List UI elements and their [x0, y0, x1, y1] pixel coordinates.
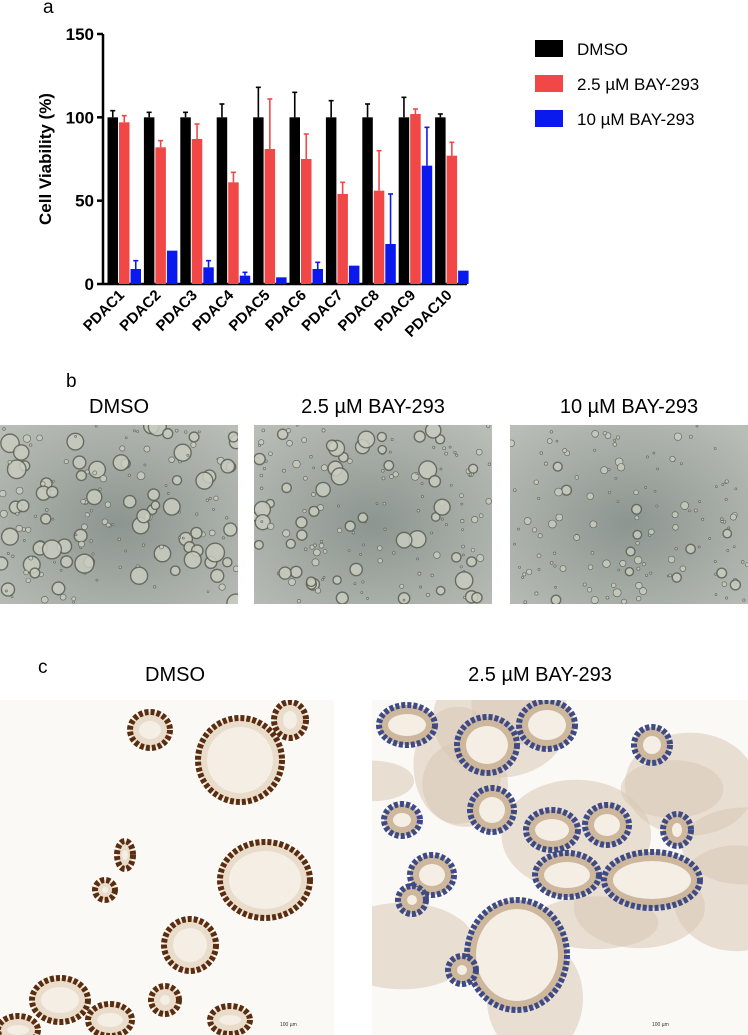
- legend-label-2: 10 µM BAY-293: [577, 110, 695, 129]
- bar-pdac10-0: [435, 117, 446, 284]
- bar-pdac9-1: [410, 114, 421, 284]
- ihc-image-dmso: [0, 700, 334, 1035]
- y-tick-label: 0: [85, 275, 94, 294]
- panel-label-a: a: [43, 0, 54, 18]
- bar-pdac4-1: [228, 182, 239, 284]
- panel-b-title-10: 10 µM BAY-293: [559, 396, 699, 418]
- bar-pdac3-0: [180, 117, 191, 284]
- bar-pdac8-0: [362, 117, 373, 284]
- legend-label-0: DMSO: [577, 40, 628, 59]
- bar-pdac10-2: [458, 270, 469, 284]
- panel-b-title-dmso: DMSO: [89, 396, 149, 418]
- bar-pdac3-1: [191, 139, 203, 284]
- panel-c-title-dmso: DMSO: [145, 664, 205, 686]
- panel-label-b: b: [66, 371, 77, 392]
- legend-swatch-0: [535, 40, 563, 57]
- bar-pdac7-2: [348, 265, 360, 284]
- bar-pdac9-0: [398, 117, 410, 284]
- bar-pdac6-2: [312, 269, 323, 284]
- bar-pdac1-1: [119, 122, 130, 284]
- bar-pdac1-2: [130, 269, 141, 284]
- bar-pdac8-2: [385, 244, 396, 284]
- panel-c-title-2p5: 2.5 µM BAY-293: [468, 664, 612, 686]
- brightfield-image-10: [510, 425, 748, 604]
- bar-pdac4-2: [239, 275, 251, 284]
- y-tick-label: 50: [75, 192, 94, 211]
- chart-bars: [107, 86, 469, 284]
- scale-bar-dmso: 100 µm: [280, 1022, 297, 1028]
- bar-pdac4-0: [216, 117, 228, 284]
- ihc-image-2p5: [372, 700, 748, 1035]
- bar-pdac1-0: [107, 117, 118, 284]
- legend-swatch-2: [535, 110, 563, 127]
- bar-pdac3-2: [203, 267, 214, 284]
- bar-pdac5-2: [276, 277, 287, 284]
- legend-swatch-1: [535, 75, 563, 92]
- x-tick-labels: PDAC1PDAC2PDAC3PDAC4PDAC5PDAC6PDAC7PDAC8…: [80, 286, 456, 340]
- bar-pdac10-1: [446, 155, 458, 284]
- brightfield-image-2p5: [254, 425, 492, 604]
- bar-pdac9-2: [421, 165, 433, 284]
- chart-legend: DMSO 2.5 µM BAY-293 10 µM BAY-293: [535, 40, 699, 129]
- y-axis-label: Cell Viability (%): [36, 93, 55, 225]
- panel-label-c: c: [38, 657, 48, 678]
- y-tick-label: 100: [66, 108, 94, 127]
- brightfield-image-dmso: [0, 425, 238, 604]
- legend-label-1: 2.5 µM BAY-293: [577, 75, 699, 94]
- bar-pdac6-1: [301, 159, 312, 284]
- bar-pdac2-1: [155, 147, 166, 284]
- y-tick-label: 150: [66, 25, 94, 44]
- panel-b-title-2p5: 2.5 µM BAY-293: [301, 396, 445, 418]
- bar-pdac5-1: [264, 149, 276, 284]
- bar-pdac8-1: [373, 190, 385, 284]
- bar-pdac2-2: [166, 250, 178, 284]
- scale-bar-2p5: 100 µm: [652, 1022, 669, 1028]
- bar-pdac5-0: [253, 117, 264, 284]
- bar-pdac7-1: [337, 194, 348, 284]
- bar-pdac2-0: [143, 117, 155, 284]
- bar-pdac6-0: [289, 117, 300, 284]
- bar-chart: 0 50 100 150 Cell Viability (%) PDAC1PDAC2PD…: [36, 25, 699, 341]
- bar-pdac7-0: [325, 117, 337, 284]
